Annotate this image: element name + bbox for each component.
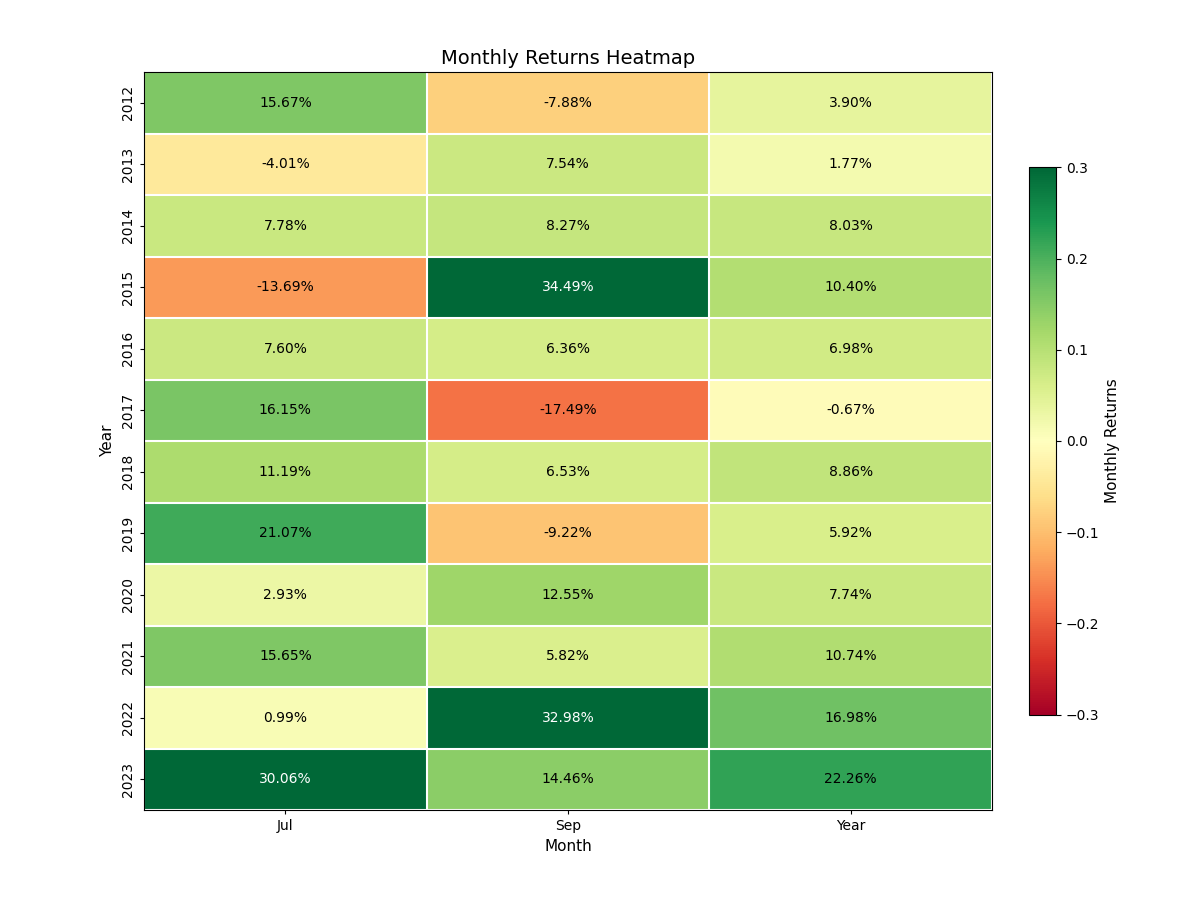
Text: 16.98%: 16.98% xyxy=(824,711,877,724)
Text: 11.19%: 11.19% xyxy=(259,464,312,479)
Y-axis label: Monthly Returns: Monthly Returns xyxy=(1105,379,1120,503)
Text: 3.90%: 3.90% xyxy=(829,95,872,110)
Text: 6.36%: 6.36% xyxy=(546,342,590,356)
Text: 32.98%: 32.98% xyxy=(541,711,594,724)
Text: 12.55%: 12.55% xyxy=(541,588,594,602)
Text: 7.54%: 7.54% xyxy=(546,158,590,171)
Text: 6.53%: 6.53% xyxy=(546,464,590,479)
Text: 22.26%: 22.26% xyxy=(824,772,877,787)
Text: 7.78%: 7.78% xyxy=(264,219,307,233)
Text: 5.92%: 5.92% xyxy=(829,526,872,540)
Text: 14.46%: 14.46% xyxy=(541,772,594,787)
Text: -13.69%: -13.69% xyxy=(257,280,314,294)
Text: 15.67%: 15.67% xyxy=(259,95,312,110)
Text: 8.27%: 8.27% xyxy=(546,219,590,233)
Text: -4.01%: -4.01% xyxy=(260,158,310,171)
Text: 16.15%: 16.15% xyxy=(259,403,312,418)
Text: 7.74%: 7.74% xyxy=(829,588,872,602)
Text: 30.06%: 30.06% xyxy=(259,772,312,787)
Y-axis label: Year: Year xyxy=(101,425,115,457)
Text: 7.60%: 7.60% xyxy=(264,342,307,356)
Text: 15.65%: 15.65% xyxy=(259,649,312,663)
X-axis label: Month: Month xyxy=(545,839,592,853)
Text: 34.49%: 34.49% xyxy=(541,280,594,294)
Text: -7.88%: -7.88% xyxy=(544,95,593,110)
Text: 6.98%: 6.98% xyxy=(829,342,872,356)
Text: 21.07%: 21.07% xyxy=(259,526,312,540)
Text: 10.74%: 10.74% xyxy=(824,649,877,663)
Text: -9.22%: -9.22% xyxy=(544,526,593,540)
Text: 0.99%: 0.99% xyxy=(263,711,307,724)
Text: 8.03%: 8.03% xyxy=(829,219,872,233)
Text: 8.86%: 8.86% xyxy=(829,464,872,479)
Text: 5.82%: 5.82% xyxy=(546,649,590,663)
Text: 1.77%: 1.77% xyxy=(829,158,872,171)
Title: Monthly Returns Heatmap: Monthly Returns Heatmap xyxy=(442,49,695,68)
Text: 2.93%: 2.93% xyxy=(264,588,307,602)
Text: 10.40%: 10.40% xyxy=(824,280,877,294)
Text: -17.49%: -17.49% xyxy=(539,403,596,418)
Text: -0.67%: -0.67% xyxy=(827,403,875,418)
